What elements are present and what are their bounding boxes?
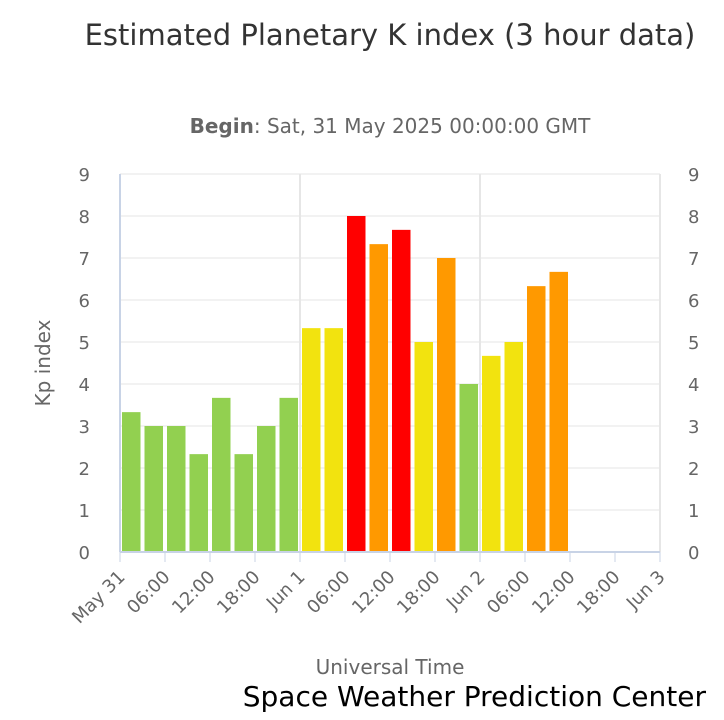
kp-bar (122, 412, 141, 552)
x-tick-label: 06:00 (483, 567, 535, 619)
y-tick-label-right: 3 (688, 417, 699, 438)
y-tick-label-right: 0 (688, 543, 699, 564)
x-tick-label: 06:00 (123, 567, 175, 619)
x-tick-label: 12:00 (528, 567, 580, 619)
kp-bar (144, 426, 163, 552)
y-axis-title: Kp index (31, 319, 55, 406)
kp-bar (392, 229, 411, 553)
subtitle-label: Begin (189, 114, 254, 138)
kp-bar (212, 397, 231, 552)
y-tick-label-left: 7 (79, 249, 90, 270)
kp-bar (527, 286, 546, 552)
kp-bar (414, 342, 433, 552)
x-tick-label: 18:00 (213, 567, 265, 619)
x-tick-label: May 31 (68, 567, 129, 628)
kp-bar (279, 397, 298, 552)
kp-bar (347, 216, 366, 552)
y-tick-label-right: 5 (688, 333, 699, 354)
kp-bar (257, 426, 276, 552)
chart-title: Estimated Planetary K index (3 hour data… (84, 18, 696, 52)
y-tick-label-right: 9 (688, 165, 699, 186)
x-tick-label: 18:00 (393, 567, 445, 619)
x-tick-label: Jun 1 (262, 567, 310, 615)
y-tick-label-left: 9 (79, 165, 90, 186)
y-tick-label-left: 2 (79, 459, 90, 480)
y-tick-label-right: 2 (688, 459, 699, 480)
y-tick-label-left: 0 (79, 543, 90, 564)
kp-bar (482, 355, 501, 552)
kp-bar (369, 244, 388, 552)
bars (122, 216, 568, 553)
kp-bar (549, 271, 568, 552)
kp-bar (459, 384, 478, 552)
kp-bar (234, 454, 253, 552)
subtitle-value: Sat, 31 May 2025 00:00:00 GMT (266, 114, 591, 138)
kp-bar (324, 328, 343, 552)
x-axis-title: Universal Time (316, 655, 465, 679)
kp-bar (504, 342, 523, 552)
y-tick-label-left: 3 (79, 417, 90, 438)
y-tick-label-right: 8 (688, 207, 699, 228)
y-tick-label-left: 6 (79, 291, 90, 312)
y-tick-label-right: 7 (688, 249, 699, 270)
x-tick-label: 06:00 (303, 567, 355, 619)
y-tick-label-right: 6 (688, 291, 699, 312)
y-tick-label-right: 4 (688, 375, 699, 396)
kp-bar (302, 328, 321, 552)
x-tick-label: 12:00 (348, 567, 400, 619)
x-tick-label: 12:00 (168, 567, 220, 619)
x-tick-label: Jun 2 (442, 567, 490, 615)
y-tick-label-left: 1 (79, 501, 90, 522)
y-tick-label-right: 1 (688, 501, 699, 522)
y-tick-label-left: 4 (79, 375, 90, 396)
credit-text: Space Weather Prediction Center (242, 680, 706, 713)
kp-bar (189, 454, 208, 552)
kp-bar (437, 258, 456, 552)
y-tick-label-left: 8 (79, 207, 90, 228)
y-tick-label-left: 5 (79, 333, 90, 354)
x-tick-label: Jun 3 (622, 567, 670, 615)
kp-bar (167, 426, 186, 552)
chart-subtitle: Begin: Sat, 31 May 2025 00:00:00 GMT (189, 114, 591, 138)
x-tick-label: 18:00 (573, 567, 625, 619)
